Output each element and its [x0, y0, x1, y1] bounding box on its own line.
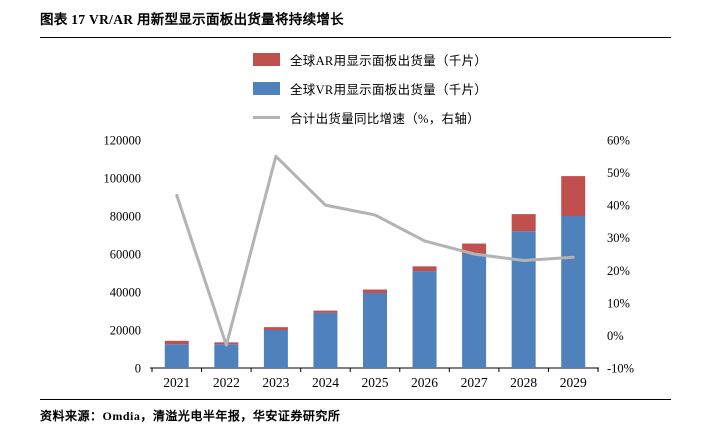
x-axis-category-label: 2028	[510, 375, 537, 390]
right-axis-tick-label: 20%	[607, 264, 630, 278]
right-axis-tick-label: 10%	[607, 296, 630, 310]
right-axis-tick-label: -10%	[607, 362, 634, 376]
x-axis-category-label: 2022	[213, 375, 240, 390]
x-axis-category-label: 2023	[262, 375, 289, 390]
left-axis-tick-label: 120000	[104, 134, 142, 148]
right-axis-labels: -10% 0% 10% 20% 30% 40% 50% 60%	[607, 134, 634, 376]
left-axis-tick-label: 0	[135, 362, 141, 376]
bar-segment	[363, 292, 387, 368]
legend-item: 全球AR用显示面板出货量（千片）	[253, 52, 488, 68]
x-axis-category-label: 2021	[163, 375, 190, 390]
right-axis-tick-label: 50%	[607, 166, 630, 180]
right-axis-tick-label: 30%	[607, 231, 630, 245]
legend-color-swatch	[253, 53, 280, 66]
right-axis-tick-label: 60%	[607, 134, 630, 148]
bar-segment	[561, 216, 586, 368]
legend-item: 全球VR用显示面板出货量（千片）	[253, 81, 488, 97]
x-axis-category-label: 2029	[560, 375, 587, 390]
legend-line-swatch	[253, 116, 280, 119]
left-axis-tick-label: 20000	[110, 324, 141, 338]
legend-label: 全球AR用显示面板出货量（千片）	[290, 54, 488, 68]
left-axis-tick-label: 80000	[110, 210, 141, 224]
x-axis-category-label: 2024	[312, 375, 339, 390]
bar-segment	[462, 243, 487, 254]
bar-segment	[511, 214, 536, 232]
source-note: 资料来源：Omdia，清溢光电半年报，华安证券研究所	[40, 399, 671, 424]
bar-segment	[313, 310, 338, 313]
right-axis-tick-label: 0%	[607, 329, 624, 343]
bar-segment	[263, 327, 288, 330]
x-axis	[150, 367, 599, 372]
legend-color-swatch	[253, 82, 280, 95]
legend-item: 合计出货量同比增速（%，右轴）	[253, 110, 487, 126]
bar-segment	[363, 289, 387, 293]
left-axis-tick-label: 60000	[110, 248, 141, 262]
bar-segment	[462, 254, 487, 368]
x-axis-labels: 2021 2022 2023 2024 2025 2026 2027 2028 2029	[163, 375, 587, 390]
bar-segment	[214, 344, 239, 368]
chart-legend: 全球AR用显示面板出货量（千片） 全球VR用显示面板出货量（千片） 合计出货量同比增…	[253, 52, 488, 126]
bars-group	[164, 176, 586, 368]
bar-segment	[313, 312, 338, 368]
legend-label: 全球VR用显示面板出货量（千片）	[290, 83, 488, 97]
x-axis-category-label: 2027	[461, 375, 488, 390]
bar-segment	[412, 271, 437, 368]
left-axis-tick-label: 100000	[104, 172, 142, 186]
bar-segment	[164, 340, 189, 345]
x-axis-category-label: 2026	[411, 375, 438, 390]
left-axis-tick-label: 40000	[110, 286, 141, 300]
legend-label: 合计出货量同比增速（%，右轴）	[290, 112, 480, 126]
chart-title: 图表 17 VR/AR 用新型显示面板出货量将持续增长	[40, 8, 671, 38]
right-axis-tick-label: 40%	[607, 199, 630, 213]
bar-segment	[164, 344, 189, 368]
bar-segment	[561, 176, 586, 216]
bar-segment	[511, 231, 536, 368]
x-axis-category-label: 2025	[362, 375, 389, 390]
bar-segment	[412, 266, 437, 272]
left-axis-labels: 0 20000 40000 60000 80000 100000 120000	[104, 134, 142, 376]
growth-line	[175, 154, 575, 347]
bar-segment	[263, 330, 288, 368]
